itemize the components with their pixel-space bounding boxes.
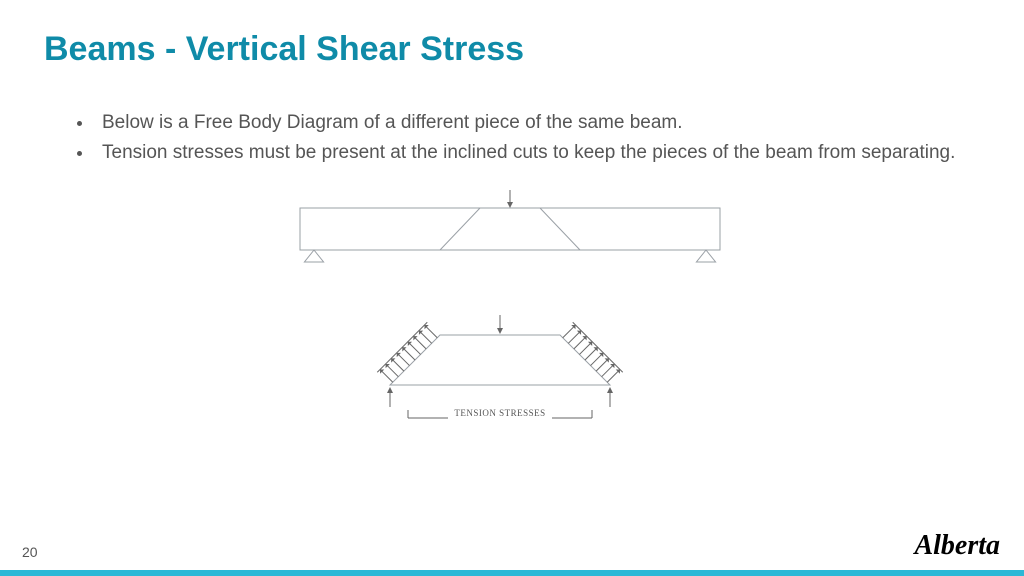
bullet-item: Tension stresses must be present at the … <box>94 140 964 166</box>
slide: Beams - Vertical Shear Stress Below is a… <box>0 0 1024 576</box>
page-number: 20 <box>22 544 38 560</box>
footer-accent-bar <box>0 570 1024 576</box>
bullet-item: Below is a Free Body Diagram of a differ… <box>94 110 964 136</box>
svg-text:TENSION STRESSES: TENSION STRESSES <box>454 408 545 418</box>
bullet-list: Below is a Free Body Diagram of a differ… <box>68 110 964 169</box>
diagram-container: TENSION STRESSES <box>280 190 760 470</box>
beam-diagram: TENSION STRESSES <box>280 190 760 470</box>
alberta-logo: Alberta <box>914 530 1000 562</box>
page-title: Beams - Vertical Shear Stress <box>44 30 524 69</box>
